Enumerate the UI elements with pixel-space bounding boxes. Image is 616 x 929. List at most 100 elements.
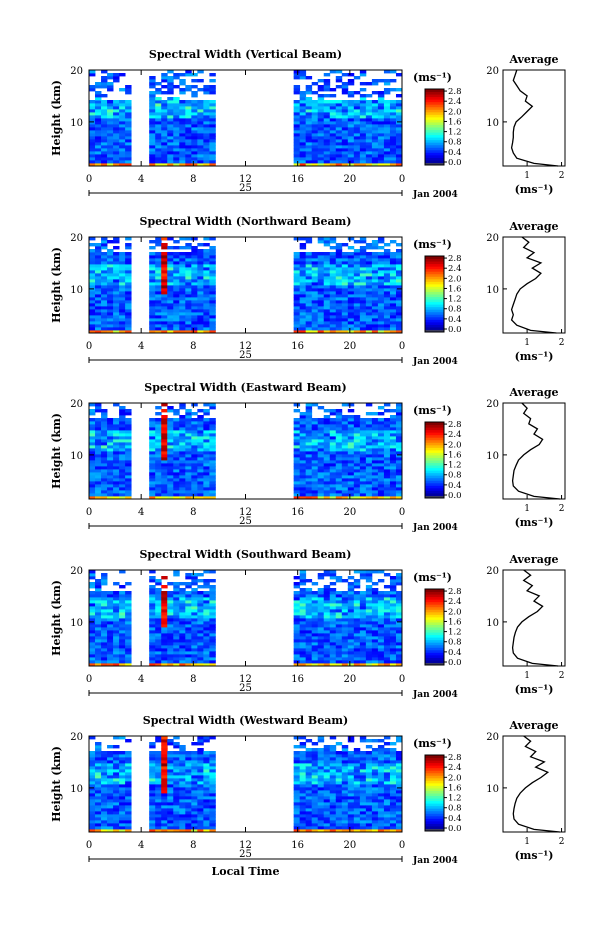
heatmap-cell [335, 85, 343, 89]
colorbar-segment [425, 258, 444, 262]
colorbar-segment [425, 594, 444, 598]
heatmap-cell [377, 261, 385, 265]
heatmap-cell [173, 460, 180, 464]
x-tick-label: 0 [399, 507, 405, 518]
heatmap-cell [179, 255, 186, 259]
heatmap-cell [359, 106, 367, 110]
heatmap-cell [107, 775, 114, 779]
heatmap-cell [185, 606, 192, 610]
heatmap-cell [395, 469, 403, 473]
heatmap-cell [101, 439, 108, 443]
heatmap-cell [365, 430, 373, 434]
heatmap-cell [389, 303, 397, 307]
heatmap-cell [299, 469, 307, 473]
heatmap-cell [335, 109, 343, 113]
heatmap-cell [95, 285, 102, 289]
heatmap-cell [179, 811, 186, 815]
heatmap-cell [293, 615, 301, 619]
heatmap-cell [341, 627, 349, 631]
heatmap-cell [89, 651, 96, 655]
heatmap-cell [179, 475, 186, 479]
heatmap-cell [95, 820, 102, 824]
heatmap-cell [107, 76, 114, 80]
heatmap-cell [179, 490, 186, 494]
heatmap-cell [119, 285, 126, 289]
heatmap-cell [353, 609, 361, 613]
heatmap-cell [209, 88, 216, 92]
heatmap-cell [389, 433, 397, 437]
heatmap-cell [197, 457, 204, 461]
heatmap-cell [389, 100, 397, 104]
heatmap-cell [95, 757, 102, 761]
heatmap-cell [209, 760, 216, 764]
heatmap-cell [155, 436, 162, 440]
heatmap-cell [149, 772, 156, 776]
heatmap-cell [323, 451, 331, 455]
heatmap-cell [89, 754, 96, 758]
heatmap-cell [185, 145, 192, 149]
heatmap-cell [341, 424, 349, 428]
heatmap-cell [155, 106, 162, 110]
colorbar-tick-label: 1.2 [448, 295, 462, 305]
heatmap-cell [335, 70, 343, 74]
heatmap-cell [155, 406, 162, 410]
heatmap-cell [101, 582, 108, 586]
heatmap-cell [203, 811, 210, 815]
heatmap-cell [341, 324, 349, 328]
heatmap-cell [299, 472, 307, 476]
heatmap-cell [335, 279, 343, 283]
heatmap-cell [353, 457, 361, 461]
heatmap-cell [371, 264, 379, 268]
heatmap-cell [335, 306, 343, 310]
heatmap-cell [365, 282, 373, 286]
heatmap-cell [119, 775, 126, 779]
heatmap-cell [311, 291, 319, 295]
heatmap-cell [293, 273, 301, 277]
heatmap-cell [317, 142, 325, 146]
heatmap-cell [197, 139, 204, 143]
heatmap-cell [161, 757, 168, 761]
heatmap-cell [185, 751, 192, 755]
heatmap-cell [341, 618, 349, 622]
heatmap-cell [101, 415, 108, 419]
heatmap-cell [395, 448, 403, 452]
heatmap-cell [185, 252, 192, 256]
heatmap-cell [371, 300, 379, 304]
heatmap-cell [107, 297, 114, 301]
heatmap-cell [197, 421, 204, 425]
heatmap-cell [173, 154, 180, 158]
heatmap-cell [383, 109, 391, 113]
heatmap-cell [323, 154, 331, 158]
heatmap-cell [203, 258, 210, 262]
heatmap-cell [365, 118, 373, 122]
heatmap-cell [173, 324, 180, 328]
heatmap-cell [359, 424, 367, 428]
heatmap-cell [179, 582, 186, 586]
heatmap-cell [185, 85, 192, 89]
heatmap-cell [155, 151, 162, 155]
heatmap-cell [347, 288, 355, 292]
average-y-tick-label: 10 [486, 618, 499, 629]
heatmap-cell [377, 151, 385, 155]
heatmap-cell [95, 591, 102, 595]
heatmap-cell [173, 433, 180, 437]
heatmap-cell [341, 258, 349, 262]
heatmap-cell [197, 442, 204, 446]
heatmap-cell [341, 439, 349, 443]
heatmap-cell [173, 769, 180, 773]
heatmap-cell [179, 252, 186, 256]
heatmap-cell [191, 412, 198, 416]
colorbar-segment [425, 449, 444, 453]
heatmap-cell [305, 285, 313, 289]
heatmap-cell [311, 597, 319, 601]
heatmap-cell [167, 609, 174, 613]
heatmap-cell [113, 487, 120, 491]
heatmap-cell [389, 409, 397, 413]
heatmap-cell [305, 612, 313, 616]
heatmap-cell [119, 255, 126, 259]
heatmap-cell [107, 639, 114, 643]
heatmap-cell [323, 624, 331, 628]
heatmap-cell [167, 597, 174, 601]
heatmap-cell [107, 427, 114, 431]
heatmap-cell [149, 79, 156, 83]
